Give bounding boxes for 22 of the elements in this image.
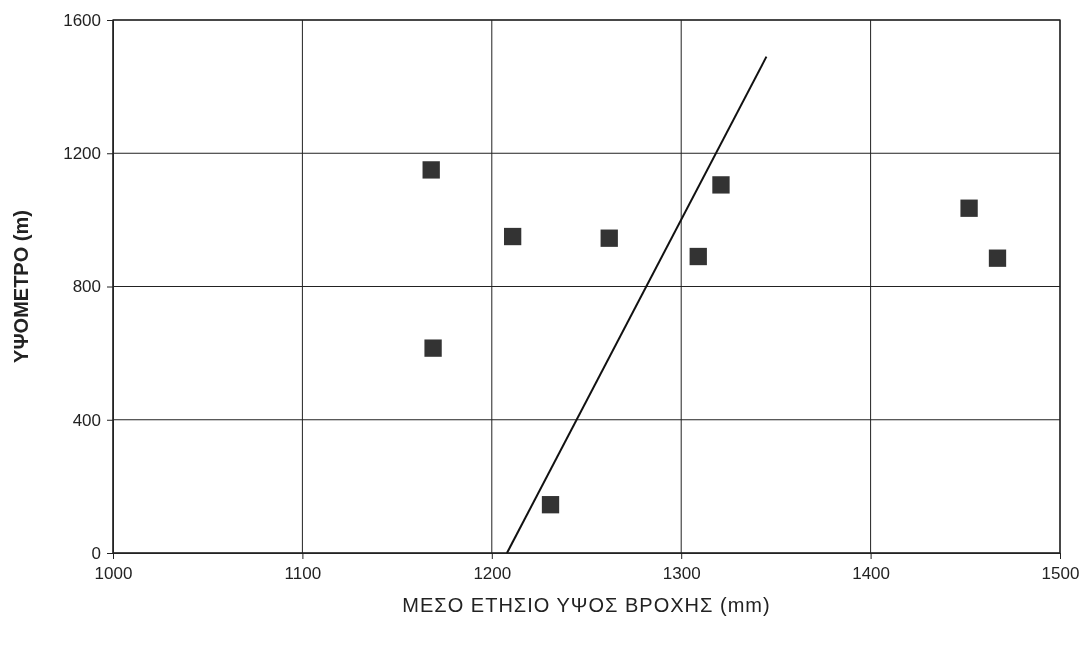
x-tick-label: 1000 bbox=[94, 564, 133, 584]
y-tick-label: 1600 bbox=[63, 10, 101, 30]
point bbox=[503, 227, 522, 246]
x-tick-label: 1100 bbox=[284, 564, 322, 584]
x-tick-label: 1500 bbox=[1041, 564, 1080, 584]
y-tick-label: 400 bbox=[72, 410, 101, 430]
point bbox=[422, 161, 440, 179]
x-tick-label: 1300 bbox=[662, 564, 701, 584]
y-tick-label: 0 bbox=[91, 543, 101, 563]
x-tick-label: 1400 bbox=[852, 564, 891, 584]
point bbox=[988, 249, 1007, 267]
y-axis-title: ΥΨΟΜΕΤΡΟ (m) bbox=[10, 210, 32, 363]
x-tick-label: 1200 bbox=[473, 564, 512, 584]
y-tick-label: 1200 bbox=[63, 144, 101, 164]
point bbox=[960, 199, 978, 217]
point bbox=[600, 229, 618, 247]
point bbox=[712, 176, 730, 194]
point bbox=[424, 339, 442, 357]
point bbox=[541, 496, 560, 514]
x-axis-title: ΜΕΣΟ ΕΤΗΣΙΟ ΥΨΟΣ ΒΡΟΧΗΣ (mm) bbox=[402, 594, 771, 616]
y-tick-label: 800 bbox=[72, 277, 101, 297]
point bbox=[689, 247, 707, 266]
